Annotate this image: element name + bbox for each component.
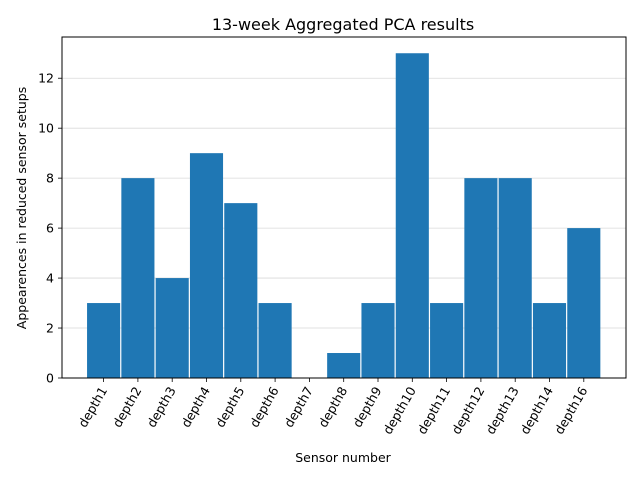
x-axis-label: Sensor number	[295, 450, 391, 465]
x-tick-label: depth11	[414, 384, 453, 437]
bar-depth3	[155, 278, 189, 378]
bar-layer	[87, 53, 601, 378]
x-tick-label: depth4	[178, 384, 213, 430]
bar-depth2	[121, 178, 155, 378]
x-tick-label: depth8	[315, 384, 350, 430]
y-ticks: 0 2 4 6 8 10 12	[38, 71, 62, 386]
x-tick-label: depth14	[517, 384, 556, 437]
bar-depth8	[327, 353, 361, 378]
y-tick-label: 4	[46, 271, 54, 286]
y-tick-label: 12	[38, 71, 54, 86]
bar-depth1	[87, 303, 121, 378]
x-ticks: depth1 depth2 depth3 depth4 depth5 depth6 dept…	[75, 378, 590, 437]
bar-depth4	[189, 153, 224, 378]
x-tick-label: depth13	[483, 384, 522, 437]
y-tick-label: 8	[46, 171, 54, 186]
x-tick-label: depth16	[551, 384, 590, 437]
bar-depth5	[224, 203, 258, 378]
y-tick-label: 2	[46, 321, 54, 336]
y-tick-label: 0	[46, 371, 54, 386]
x-tick-label: depth2	[109, 384, 144, 430]
y-axis-label: Appearences in reduced sensor setups	[14, 87, 29, 329]
bar-depth10	[395, 53, 429, 378]
x-tick-label: depth1	[75, 384, 110, 430]
bar-depth16	[567, 228, 601, 378]
bar-depth6	[258, 303, 292, 378]
y-tick-label: 6	[46, 221, 54, 236]
x-tick-label: depth3	[144, 384, 179, 430]
bar-depth9	[361, 303, 395, 378]
x-tick-label: depth6	[247, 384, 282, 430]
y-tick-label: 10	[38, 121, 54, 136]
bar-depth12	[464, 178, 498, 378]
x-tick-label: depth10	[380, 384, 419, 437]
x-tick-label: depth12	[448, 384, 487, 437]
x-tick-label: depth5	[212, 384, 247, 430]
x-tick-label: depth9	[349, 384, 384, 430]
bar-depth11	[430, 303, 464, 378]
bar-depth14	[532, 303, 567, 378]
x-tick-label: depth7	[281, 384, 316, 430]
bar-depth13	[498, 178, 532, 378]
chart-title: 13-week Aggregated PCA results	[212, 15, 474, 34]
